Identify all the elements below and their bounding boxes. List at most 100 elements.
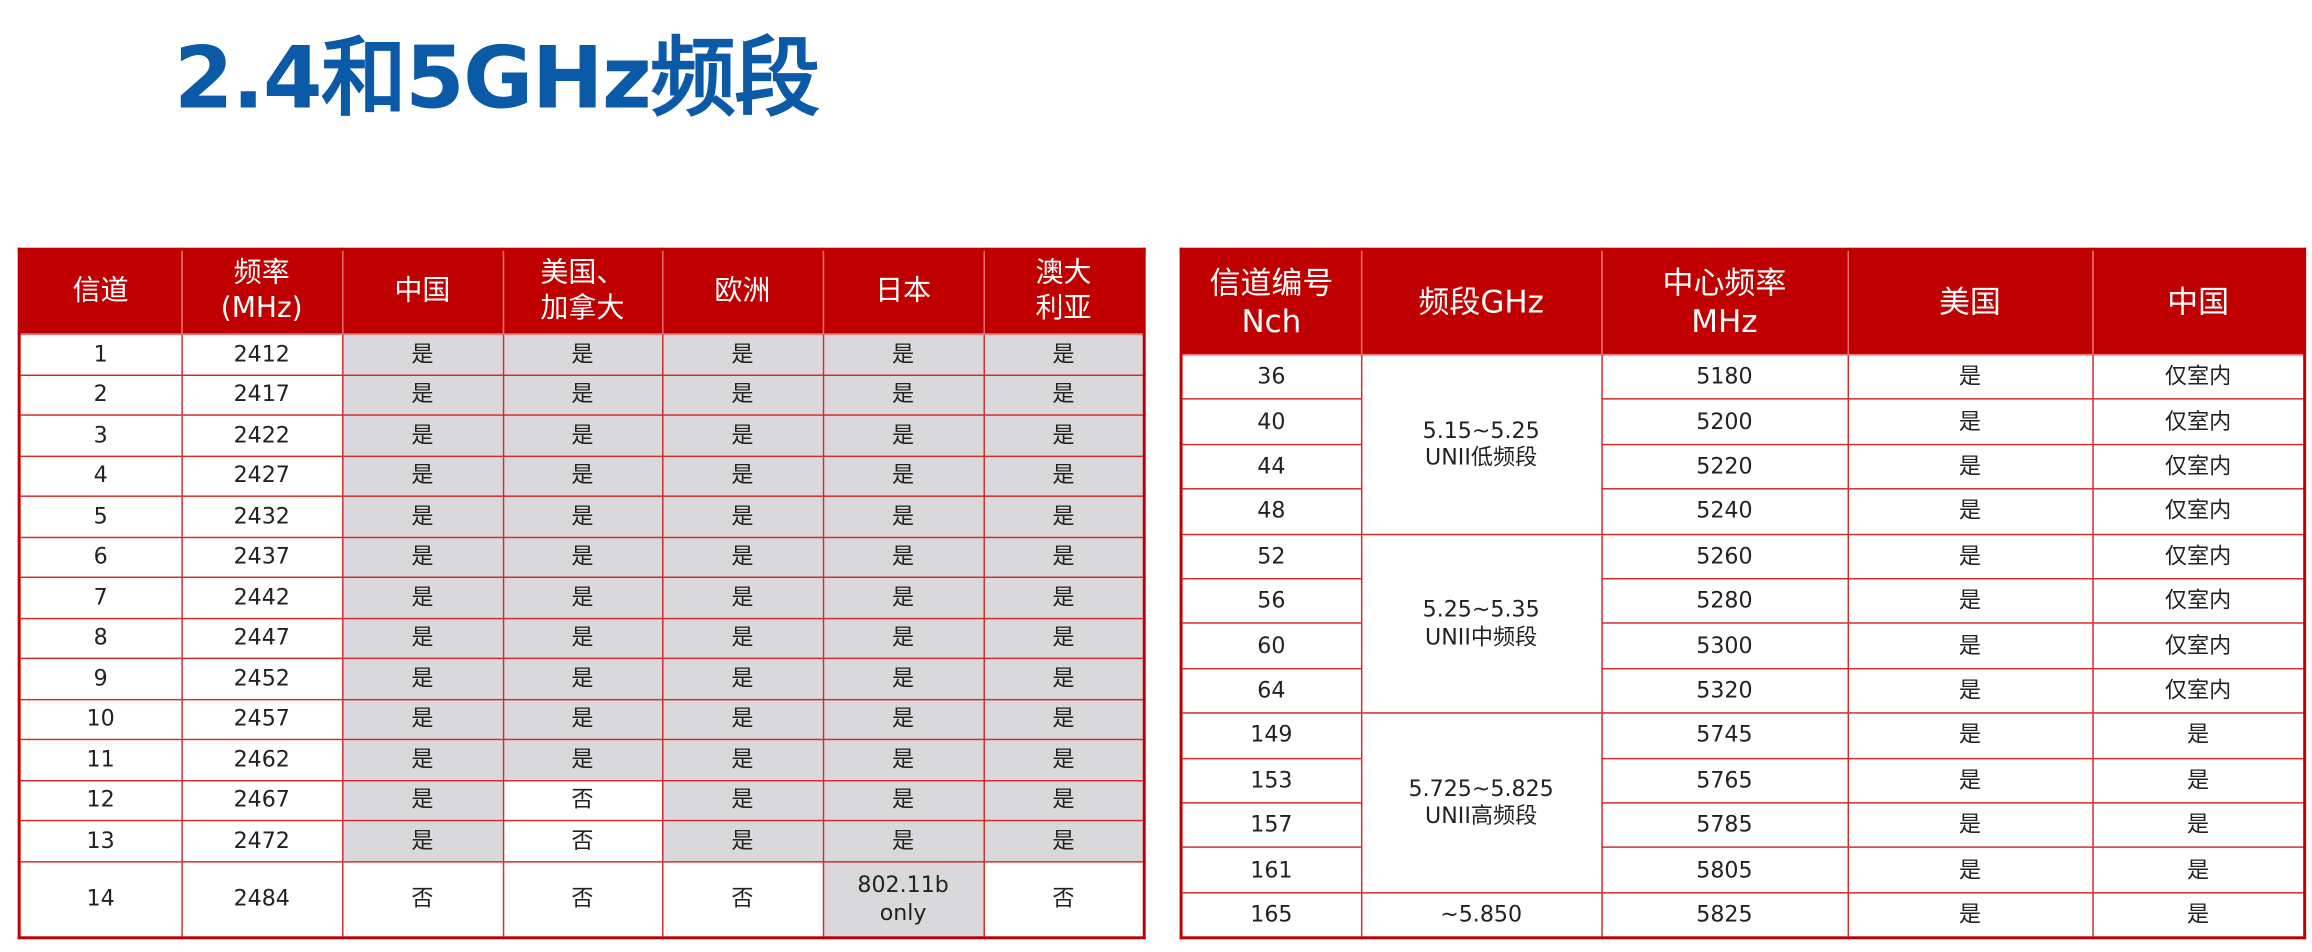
us-cell: 是 (1846, 398, 2094, 445)
table-cell: 是 (341, 495, 504, 538)
table-cell: 9 (18, 657, 183, 700)
us-cell: 是 (1846, 712, 2094, 759)
frequency-cell: 5180 (1600, 353, 1849, 401)
frequency-cell: 5825 (1600, 891, 1849, 939)
table-cell: 是 (661, 373, 824, 416)
frequency-cell: 5240 (1600, 488, 1849, 535)
table-row: 14 2484 否否否 802.11b only 否 (18, 860, 1145, 938)
us-cell: 是 (1846, 667, 2094, 714)
header-cell: 频率 (MHz) (180, 248, 343, 335)
table-cell: 是 (982, 576, 1145, 619)
header-cell: 澳大 利亚 (982, 248, 1145, 335)
table-cell: 是 (822, 535, 985, 578)
header-cell: 频段GHz (1360, 248, 1603, 356)
table-row: 40 5200 是仅室内 (1180, 398, 2306, 445)
table-cell: 是 (341, 454, 504, 497)
table-cell: 2412 (180, 333, 343, 376)
us-cell: 是 (1846, 891, 2094, 939)
frequency-cell: 5745 (1600, 712, 1849, 759)
table-cell: 3 (18, 414, 183, 457)
table-cell: 是 (341, 373, 504, 416)
channel-cell: 40 (1180, 398, 1362, 445)
table-cell: 2472 (180, 819, 343, 862)
channel-cell: 36 (1180, 353, 1362, 401)
china-cell: 是 (2091, 757, 2306, 804)
table-cell: 1 (18, 333, 183, 376)
table-cell: 是 (502, 414, 663, 457)
table-cell: 否 (502, 860, 663, 938)
frequency-cell: 5785 (1600, 801, 1849, 849)
china-cell: 仅室内 (2091, 443, 2306, 490)
china-cell: 仅室内 (2091, 353, 2306, 401)
us-cell: 是 (1846, 488, 2094, 535)
table-cell: 是 (982, 819, 1145, 862)
table-cell: 2417 (180, 373, 343, 416)
table-cell: 是 (661, 495, 824, 538)
frequency-cell: 5805 (1600, 846, 1849, 894)
table-cell: 是 (502, 657, 663, 700)
channel-cell: 153 (1180, 757, 1362, 804)
us-cell: 是 (1846, 622, 2094, 670)
table-cell: 是 (502, 495, 663, 538)
table-row: 52 5.25~5.35 UNII中频段 5260 是仅室内 (1180, 533, 2306, 714)
table-row: 36 5.15~5.25 UNII低频段 5180 是仅室内 (1180, 353, 2306, 535)
header-cell: 中国 (341, 248, 504, 335)
table-row: 5 2432 是是是是是 (18, 495, 1145, 538)
table-cell: 是 (982, 454, 1145, 497)
table-cell: 2447 (180, 617, 343, 660)
table-cell: 是 (822, 779, 985, 822)
us-cell: 是 (1846, 443, 2094, 490)
frequency-cell: 5765 (1600, 757, 1849, 804)
table-cell: 4 (18, 454, 183, 497)
table-cell: 否 (982, 860, 1145, 938)
header-cell: 美国 (1846, 248, 2094, 356)
table-row: 157 5785 是是 (1180, 801, 2306, 849)
band-cell: 5.25~5.35 UNII中频段 (1360, 533, 1603, 714)
frequency-cell: 5300 (1600, 622, 1849, 670)
header-cell: 欧洲 (661, 248, 824, 335)
table-cell: 是 (661, 414, 824, 457)
china-cell: 是 (2091, 891, 2306, 939)
table-2g: 信道 频率 (MHz) 中国 美国、 加拿大 欧洲 日本 澳大 利亚 1 2412 是是是是是 2 2… (17, 247, 1146, 939)
table-row: 13 2472 是否是是是 (18, 819, 1145, 862)
table-cell: 是 (982, 414, 1145, 457)
table-row: 8 2447 是是是是是 (18, 617, 1145, 660)
table-cell: 是 (982, 779, 1145, 822)
table-cell: 是 (982, 617, 1145, 660)
table-cell: 是 (982, 333, 1145, 376)
channel-cell: 149 (1180, 712, 1362, 759)
table-cell: 是 (822, 738, 985, 781)
table-cell: 是 (341, 414, 504, 457)
table-cell: 2467 (180, 779, 343, 822)
frequency-cell: 5200 (1600, 398, 1849, 445)
table-cell: 是 (661, 779, 824, 822)
us-cell: 是 (1846, 757, 2094, 804)
us-cell: 是 (1846, 846, 2094, 894)
table-cell: 2437 (180, 535, 343, 578)
table-row: 64 5320 是仅室内 (1180, 667, 2306, 714)
china-cell: 仅室内 (2091, 488, 2306, 535)
table-row: 11 2462 是是是是是 (18, 738, 1145, 781)
china-cell: 是 (2091, 801, 2306, 849)
table-cell: 2484 (180, 860, 343, 938)
table-cell: 14 (18, 860, 183, 938)
channel-cell: 157 (1180, 801, 1362, 849)
table-cell: 是 (502, 373, 663, 416)
channel-cell: 161 (1180, 846, 1362, 894)
china-cell: 仅室内 (2091, 667, 2306, 714)
china-cell: 是 (2091, 846, 2306, 894)
frequency-cell: 5280 (1600, 577, 1849, 625)
table-row: 3 2422 是是是是是 (18, 414, 1145, 457)
table-cell: 是 (982, 495, 1145, 538)
table-cell: 是 (822, 373, 985, 416)
table-cell: 2442 (180, 576, 343, 619)
table-cell: 802.11b only (822, 860, 985, 938)
header-cell: 中心频率 MHz (1600, 248, 1849, 356)
table-row: 7 2442 是是是是是 (18, 576, 1145, 619)
table-cell: 是 (822, 454, 985, 497)
table-cell: 是 (502, 333, 663, 376)
table-row: 153 5765 是是 (1180, 757, 2306, 804)
band-cell: 5.15~5.25 UNII低频段 (1360, 353, 1603, 535)
